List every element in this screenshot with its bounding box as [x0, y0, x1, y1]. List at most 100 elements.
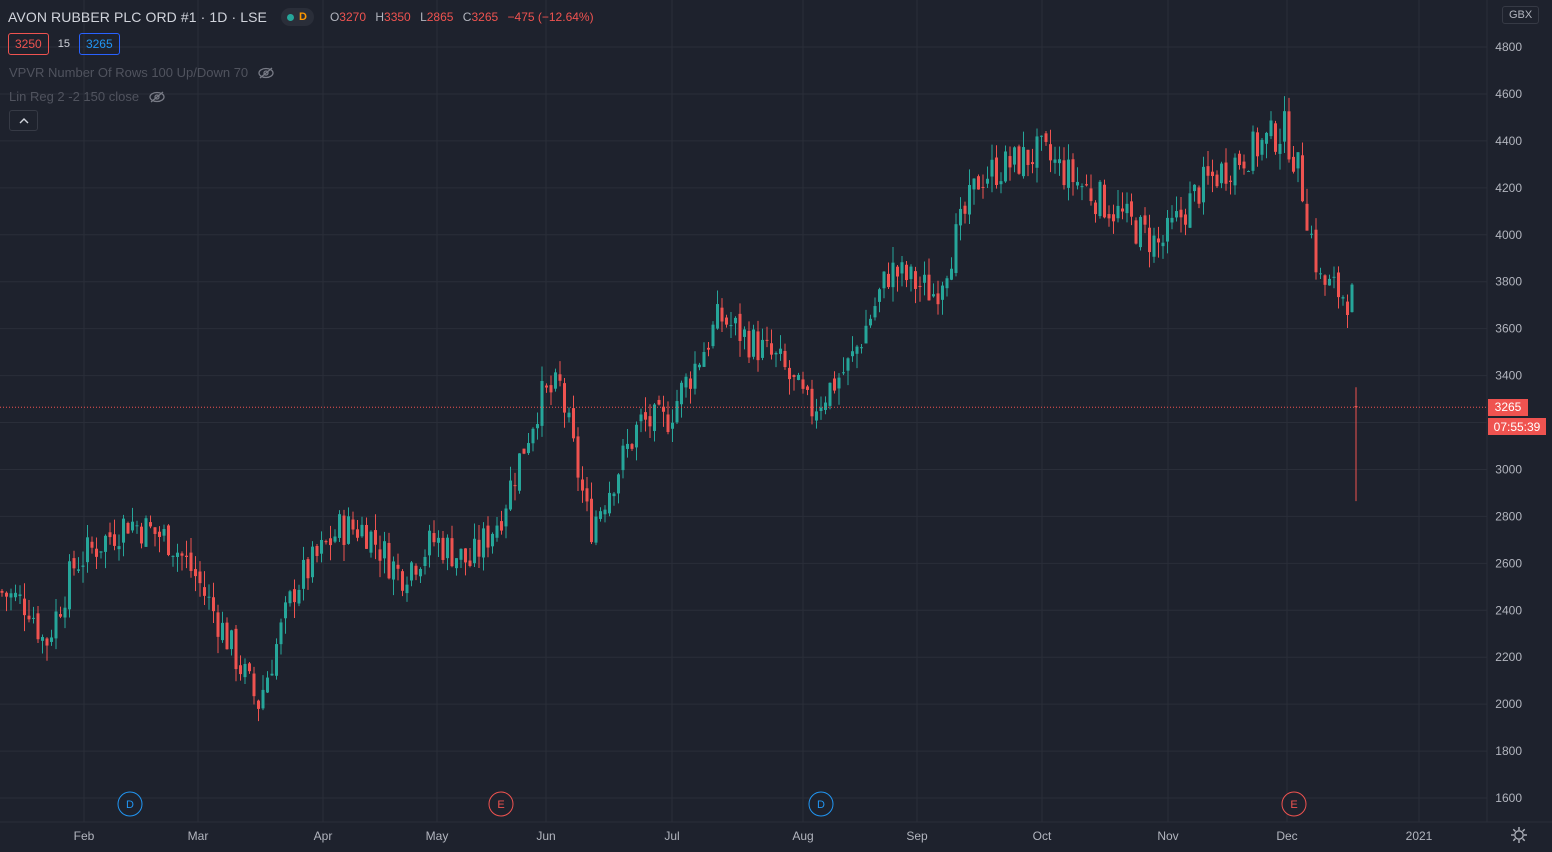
- candle-body: [887, 273, 890, 288]
- candle-body: [558, 374, 562, 381]
- candle-body: [113, 534, 116, 546]
- open-value: 3270: [339, 10, 366, 24]
- market-status-pill[interactable]: D: [281, 8, 314, 26]
- candle-body: [891, 262, 895, 288]
- candle-body: [446, 537, 449, 559]
- candle-body: [518, 453, 521, 491]
- candle-body: [563, 383, 566, 413]
- candle-body: [293, 589, 296, 603]
- candle-body: [581, 479, 584, 491]
- indicator-linreg[interactable]: Lin Reg 2 -2 150 close: [9, 89, 165, 104]
- candle-body: [482, 528, 485, 558]
- candle-body: [860, 347, 863, 349]
- candle-body: [9, 593, 13, 598]
- candle-body: [941, 285, 944, 300]
- spread-value: 15: [57, 38, 70, 50]
- candle-body: [1130, 201, 1133, 217]
- candle-body: [1067, 159, 1070, 188]
- candle-body: [504, 508, 508, 527]
- event-marker-label: D: [817, 799, 825, 811]
- candle-body: [959, 208, 962, 226]
- hidden-eye-icon[interactable]: [149, 91, 165, 103]
- candle-body: [801, 379, 805, 389]
- candle-body: [315, 545, 319, 556]
- candle-body: [365, 524, 368, 549]
- candle-body: [1238, 153, 1241, 166]
- candle-body: [1094, 202, 1097, 215]
- candle-body: [680, 382, 683, 405]
- candle-body: [1184, 214, 1187, 225]
- candle-body: [635, 424, 638, 448]
- candle-body: [1247, 171, 1250, 173]
- candle-body: [1319, 273, 1322, 275]
- candle-body: [612, 493, 616, 497]
- candle-body: [216, 612, 220, 637]
- candle-body: [468, 560, 472, 566]
- candle-body: [1143, 215, 1147, 225]
- candle-body: [288, 591, 292, 604]
- candle-body: [995, 157, 998, 185]
- candle-body: [531, 428, 535, 444]
- indicator-vpvr[interactable]: VPVR Number Of Rows 100 Up/Down 70: [9, 65, 274, 80]
- time-axis-labels: Feb Mar Apr May Jun Jul Aug Sep Oct Nov Dec 2021: [74, 829, 1433, 843]
- candle-body: [302, 559, 305, 589]
- candle-body: [1242, 161, 1246, 169]
- candle-body: [203, 587, 206, 596]
- candle-body: [1220, 163, 1223, 184]
- dividend-marker: [808, 791, 834, 817]
- sell-button[interactable]: 3250: [8, 33, 49, 55]
- candle-body: [212, 597, 215, 612]
- candle-body: [1058, 159, 1061, 164]
- dividend-marker: [117, 791, 143, 817]
- time-tick-label: Jul: [664, 829, 679, 843]
- candle-body: [54, 611, 58, 639]
- candle-body: [1269, 120, 1273, 137]
- candle-body: [1346, 301, 1349, 315]
- symbol-title[interactable]: AVON RUBBER PLC ORD #1 · 1D · LSE: [8, 9, 267, 25]
- candle-body: [572, 408, 575, 439]
- candle-body: [1350, 284, 1354, 313]
- current-price-label: 3265: [1488, 398, 1528, 416]
- candle-body: [599, 511, 602, 519]
- candle-body: [1229, 180, 1232, 182]
- candle-body: [540, 380, 544, 426]
- candle-body: [630, 444, 634, 449]
- candle-body: [774, 353, 778, 355]
- candle-body: [108, 532, 112, 538]
- candle-body: [185, 555, 188, 557]
- price-tick-label: 2400: [1495, 603, 1522, 617]
- candle-body: [72, 558, 76, 569]
- candle-body: [1161, 242, 1165, 247]
- candle-body: [585, 488, 589, 502]
- hidden-eye-icon[interactable]: [258, 67, 274, 79]
- candle-body: [936, 293, 940, 305]
- candle-body: [1341, 297, 1345, 299]
- candle-body: [122, 518, 125, 543]
- candle-body: [0, 590, 4, 593]
- candles: [0, 96, 1358, 722]
- candle-body: [1260, 139, 1264, 155]
- currency-button[interactable]: GBX: [1502, 6, 1540, 24]
- candle-body: [869, 318, 872, 326]
- candle-body: [653, 404, 656, 432]
- candle-body: [905, 264, 908, 281]
- candle-body: [828, 382, 832, 406]
- price-tick-label: 4800: [1495, 40, 1522, 54]
- candle-body: [779, 348, 782, 354]
- candle-body: [153, 527, 157, 534]
- candle-body: [509, 480, 512, 510]
- candle-body: [842, 372, 845, 374]
- candle-body: [752, 329, 755, 357]
- candle-body: [23, 598, 26, 616]
- candle-body: [792, 375, 796, 377]
- price-tick-label: 2200: [1495, 650, 1522, 664]
- collapse-indicators-button[interactable]: [9, 110, 38, 131]
- bar-countdown-label: 07:55:39: [1488, 418, 1546, 436]
- candle-body: [1278, 143, 1282, 154]
- grid-lines: [0, 0, 1487, 822]
- candle-body: [59, 614, 62, 617]
- buy-button[interactable]: 3265: [78, 33, 120, 55]
- candle-body: [576, 436, 580, 478]
- settings-gear-icon[interactable]: [1510, 826, 1528, 844]
